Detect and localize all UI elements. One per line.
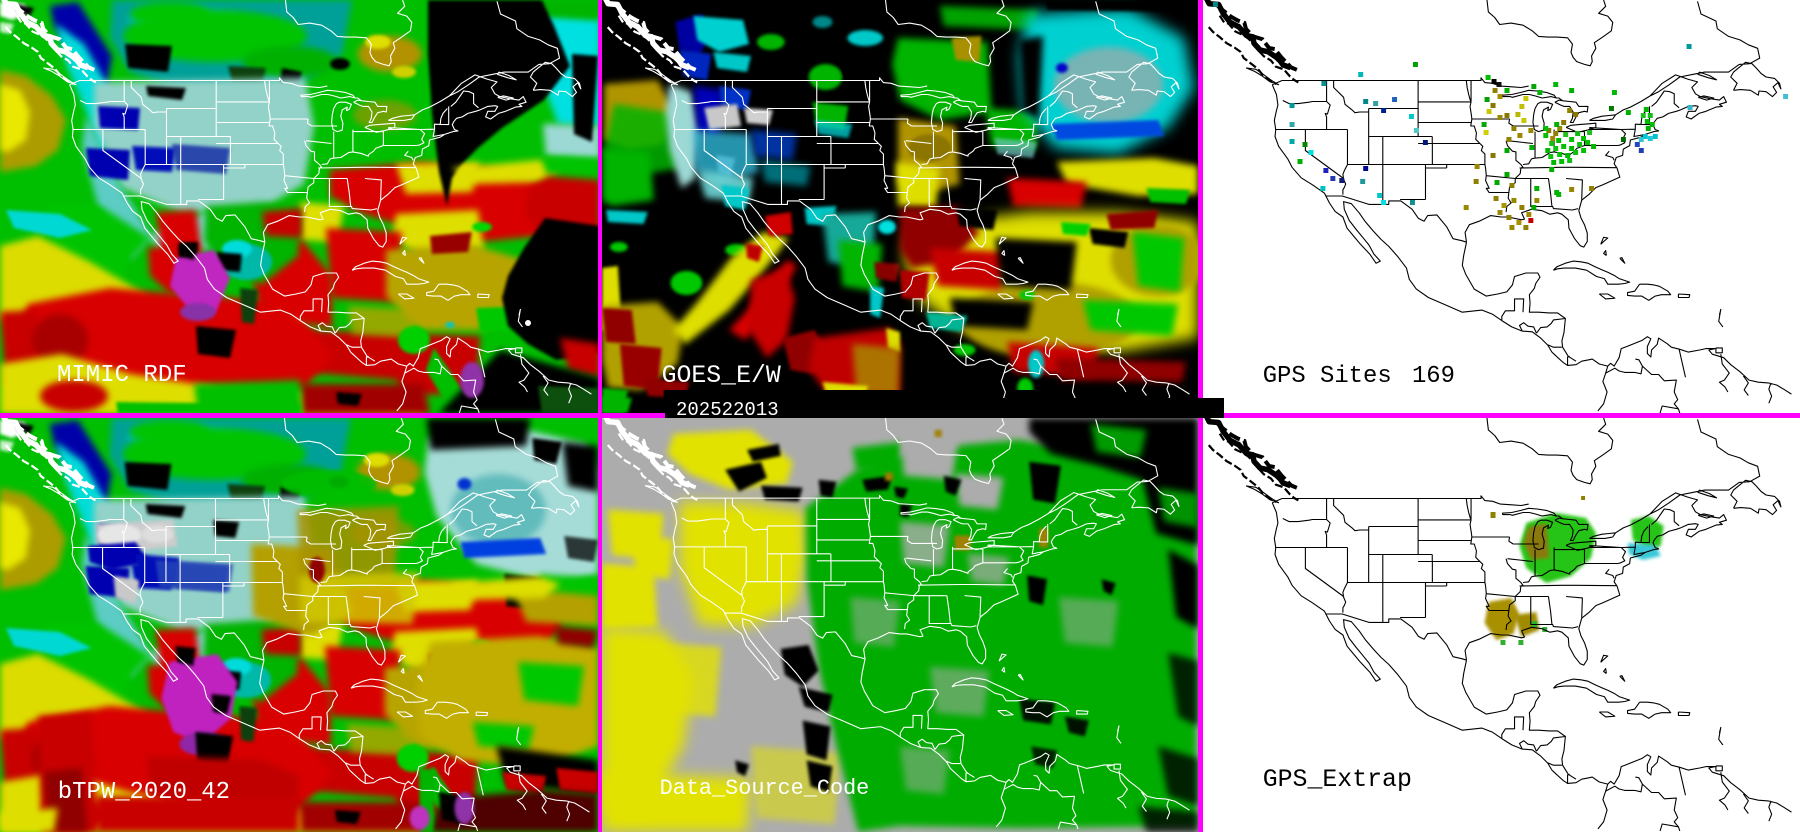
svg-text:MIMIC RDF: MIMIC RDF bbox=[57, 362, 187, 389]
svg-text:Data_Source_Code: Data_Source_Code bbox=[660, 776, 870, 801]
svg-text:GPS Sites: GPS Sites bbox=[1263, 363, 1392, 390]
svg-text:169: 169 bbox=[1412, 363, 1455, 390]
svg-text:bTPW_2020_42: bTPW_2020_42 bbox=[58, 779, 230, 806]
svg-text:GPS_Extrap: GPS_Extrap bbox=[1263, 766, 1412, 794]
svg-text:GOES_E/W: GOES_E/W bbox=[662, 362, 781, 390]
